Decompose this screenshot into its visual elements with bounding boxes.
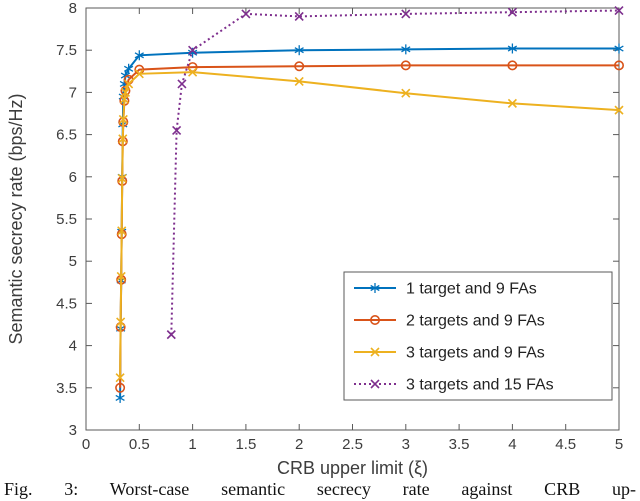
x-marker: [124, 79, 134, 89]
x-marker: [401, 88, 411, 98]
x-marker: [118, 134, 128, 144]
asterisk-marker: [614, 45, 624, 52]
circle-marker: [294, 61, 305, 72]
x-marker: [614, 105, 624, 115]
x-marker: [172, 125, 182, 135]
x-tick-label: 2.5: [342, 436, 363, 453]
x-marker: [614, 5, 624, 16]
x-marker: [188, 45, 198, 55]
series-line: [119, 71, 620, 378]
circle-marker: [115, 382, 126, 393]
x-marker: [294, 76, 304, 86]
x-marker: [370, 347, 380, 357]
x-marker: [188, 67, 198, 77]
asterisk-marker: [120, 72, 131, 79]
x-marker: [241, 9, 251, 19]
y-tick-label: 6.5: [56, 127, 77, 144]
circle-marker: [369, 314, 380, 325]
circle-marker: [507, 60, 518, 71]
asterisk-marker: [134, 52, 144, 59]
y-tick-label: 5: [69, 253, 77, 270]
y-axis-label: Semantic secrecy rate (bps/Hz): [6, 93, 26, 344]
x-marker: [134, 69, 144, 79]
x-tick-label: 2: [295, 436, 303, 453]
x-marker: [117, 226, 127, 236]
x-axis-label: CRB upper limit (ξ): [277, 458, 428, 478]
x-tick-label: 4: [508, 436, 516, 453]
asterisk-marker: [187, 49, 198, 56]
y-tick-label: 4: [69, 338, 77, 355]
asterisk-marker: [294, 47, 304, 54]
x-marker: [166, 330, 176, 340]
x-marker: [119, 94, 129, 104]
asterisk-marker: [115, 394, 125, 401]
y-tick-label: 6: [69, 169, 77, 186]
x-marker: [115, 373, 125, 383]
x-marker: [118, 114, 128, 124]
x-marker: [117, 173, 127, 184]
x-marker: [116, 271, 126, 281]
legend-label: 3 targets and 15 FAs: [406, 377, 554, 394]
y-tick-label: 7.5: [56, 42, 77, 59]
y-tick-label: 5.5: [56, 211, 77, 228]
asterisk-marker: [507, 45, 518, 52]
figure-caption: Fig. 3: Worst-case semantic secrecy rate…: [4, 479, 636, 499]
y-tick-label: 3: [69, 422, 77, 439]
x-tick-label: 4.5: [555, 436, 576, 453]
x-marker: [116, 317, 126, 327]
x-tick-label: 3.5: [449, 436, 470, 453]
x-marker: [401, 9, 411, 19]
circle-marker: [400, 60, 411, 71]
y-tick-label: 3.5: [56, 380, 77, 397]
legend-label: 1 target and 9 FAs: [406, 281, 537, 298]
asterisk-marker: [370, 284, 380, 292]
y-tick-label: 4.5: [56, 295, 77, 312]
asterisk-marker: [123, 65, 134, 72]
x-marker: [177, 79, 187, 89]
x-tick-label: 1: [188, 436, 196, 453]
secrecy-rate-chart: 0 0.5 1 1.5 2 2.5 3 3.5 4 4.5 5 3 3.5 4 4.5 5 5.5 6 6.5 7 7.…: [6, 0, 624, 478]
x-marker: [294, 11, 304, 22]
x-tick-label: 1.5: [235, 436, 256, 453]
x-marker: [507, 7, 517, 17]
legend-label: 2 targets and 9 FAs: [406, 313, 545, 330]
x-tick-label: 3: [402, 436, 410, 453]
circle-marker: [613, 60, 624, 71]
x-tick-label: 0: [82, 436, 90, 453]
y-tick-label: 7: [69, 84, 77, 101]
asterisk-marker: [401, 46, 411, 53]
legend-label: 3 targets and 9 FAs: [406, 345, 545, 362]
x-marker: [370, 379, 380, 389]
x-marker: [120, 87, 131, 97]
x-tick-label: 0.5: [129, 436, 150, 453]
x-marker: [507, 98, 517, 108]
legend-box: [343, 271, 613, 401]
x-tick-label: 5: [615, 436, 623, 453]
y-tick-label: 8: [69, 0, 77, 17]
